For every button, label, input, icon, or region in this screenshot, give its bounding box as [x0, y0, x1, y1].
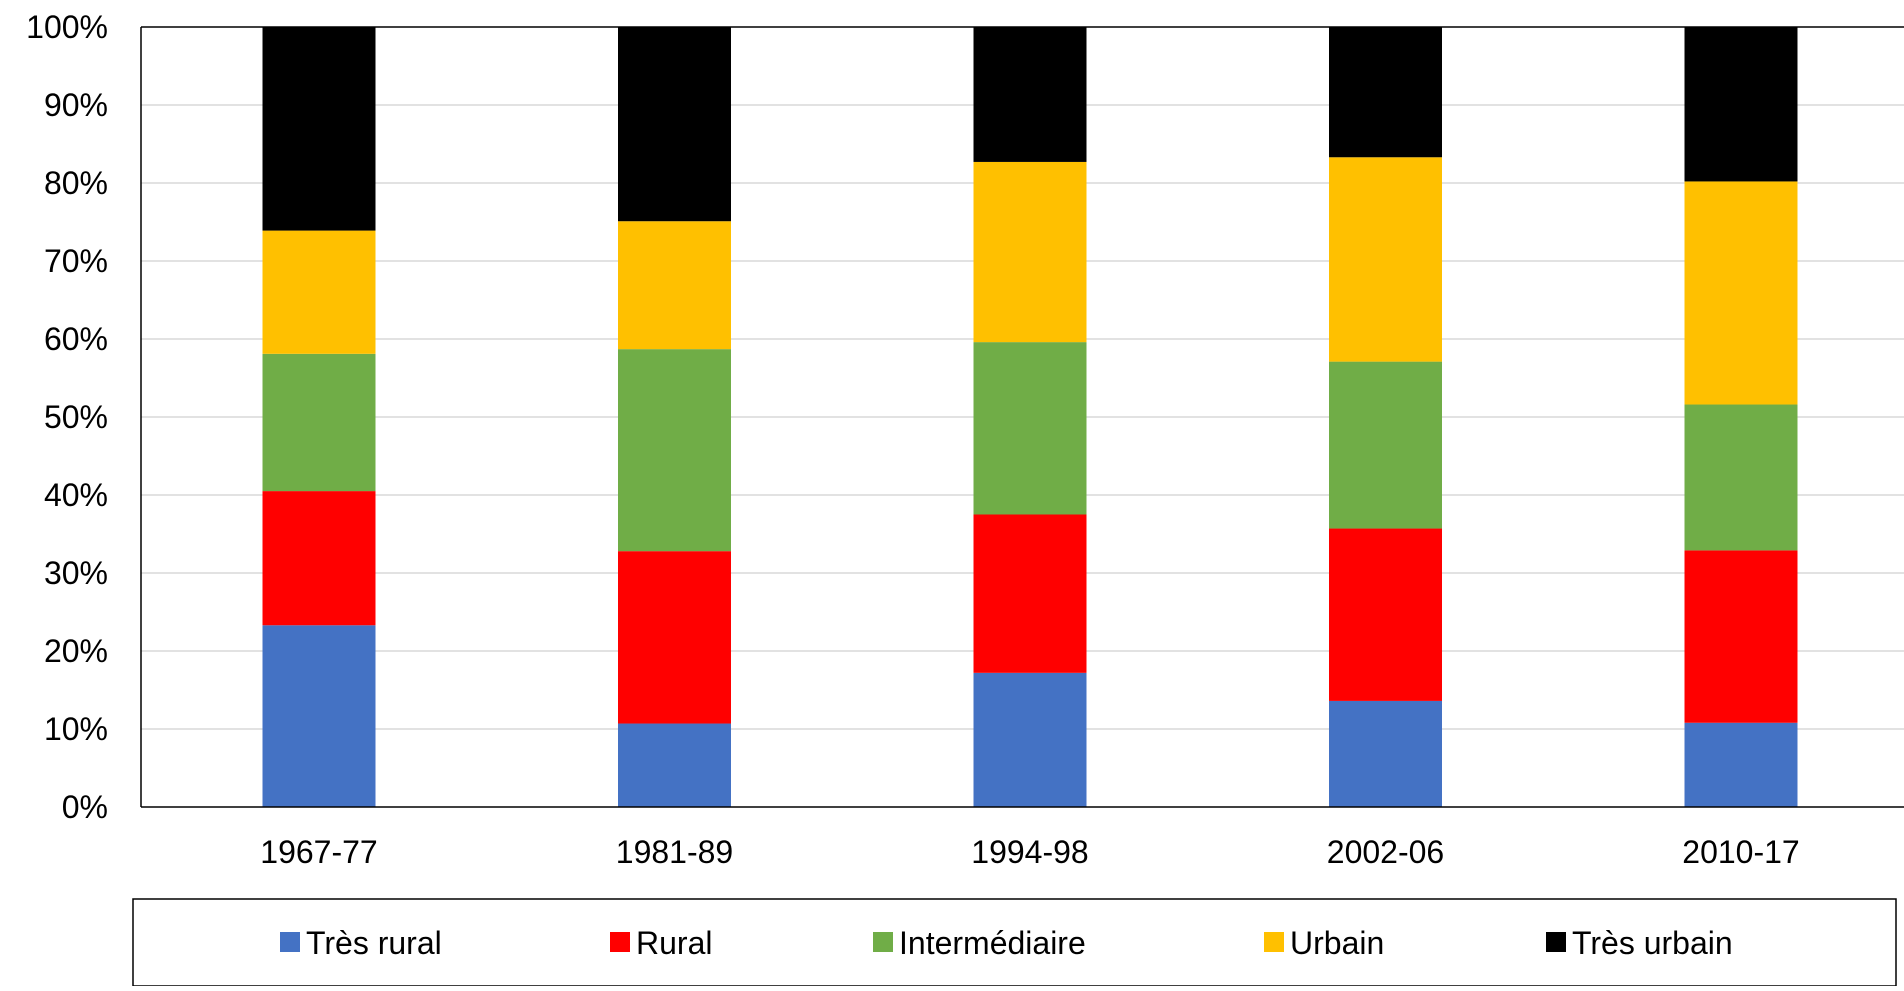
x-tick-label: 2010-17 — [1682, 834, 1799, 870]
bar-segment-rural — [1684, 550, 1798, 723]
bar-segment-tres-urbain — [262, 27, 376, 231]
bar-segment-tres-rural — [262, 625, 376, 807]
y-tick-label: 30% — [44, 555, 108, 591]
y-tick-label: 100% — [26, 9, 108, 45]
y-tick-label: 10% — [44, 711, 108, 747]
bar-segment-rural — [973, 514, 1087, 673]
bar-segment-tres-rural — [618, 723, 731, 807]
y-tick-label: 80% — [44, 165, 108, 201]
bar-segment-rural — [262, 491, 376, 626]
y-tick-label: 20% — [44, 633, 108, 669]
axes: 0% 10% 20% 30% 40% 50% 60% 70% 80% 90% 100% 1967-77… — [26, 9, 1904, 870]
x-tick-label: 1981-89 — [616, 834, 733, 870]
y-tick-label: 40% — [44, 477, 108, 513]
x-tick-label: 1994-98 — [971, 834, 1088, 870]
bar-segment-tres-rural — [1329, 700, 1442, 807]
bar-segment-tres-urbain — [618, 27, 731, 222]
legend-swatch-urbain — [1264, 932, 1284, 952]
legend-label-tres-rural: Très rural — [306, 925, 442, 961]
bars — [262, 27, 1798, 807]
legend: Très rural Rural Intermédiaire Urbain Très u… — [132, 898, 1897, 987]
bar-segment-urbain — [1329, 157, 1442, 362]
bar-segment-rural — [618, 551, 731, 724]
bar-segment-urbain — [1684, 181, 1798, 405]
bar-segment-intermediaire — [1684, 404, 1798, 551]
legend-label-urbain: Urbain — [1290, 925, 1384, 961]
x-tick-label: 1967-77 — [260, 834, 377, 870]
legend-swatch-tres-urbain — [1546, 932, 1566, 952]
y-tick-label: 70% — [44, 243, 108, 279]
bar-segment-urbain — [973, 161, 1087, 343]
legend-label-intermediaire: Intermédiaire — [899, 925, 1086, 961]
y-tick-label: 90% — [44, 87, 108, 123]
bar-segment-intermediaire — [973, 342, 1087, 515]
bar-segment-tres-rural — [973, 672, 1087, 807]
bar-segment-intermediaire — [262, 353, 376, 492]
legend-label-tres-urbain: Très urbain — [1572, 925, 1733, 961]
y-tick-label: 50% — [44, 399, 108, 435]
bar-segment-tres-urbain — [1684, 27, 1798, 182]
bar-segment-tres-rural — [1684, 722, 1798, 807]
legend-swatch-intermediaire — [873, 932, 893, 952]
y-tick-label: 60% — [44, 321, 108, 357]
bar-segment-rural — [1329, 528, 1442, 701]
bar-segment-urbain — [618, 221, 731, 350]
legend-swatch-rural — [610, 932, 630, 952]
x-tick-label: 2002-06 — [1327, 834, 1444, 870]
legend-label-rural: Rural — [636, 925, 712, 961]
bar-segment-intermediaire — [618, 349, 731, 552]
bar-segment-tres-urbain — [973, 27, 1087, 162]
bar-segment-intermediaire — [1329, 361, 1442, 529]
legend-box — [132, 898, 1897, 987]
legend-swatch-tres-rural — [280, 932, 300, 952]
y-tick-label: 0% — [62, 789, 108, 825]
bar-segment-tres-urbain — [1329, 27, 1442, 158]
bar-segment-urbain — [262, 230, 376, 354]
